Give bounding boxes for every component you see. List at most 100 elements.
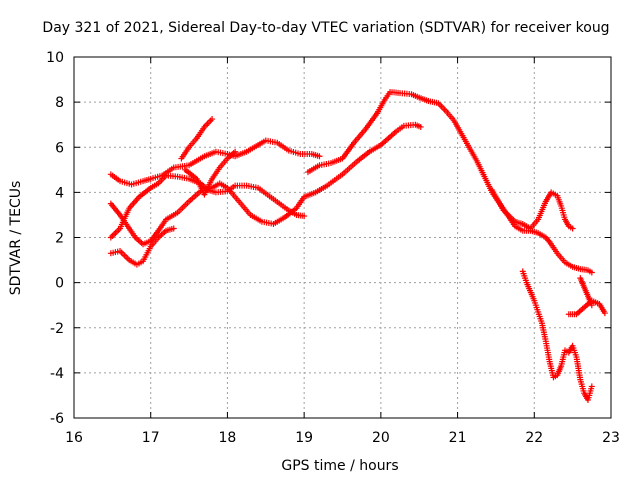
x-axis-label: GPS time / hours [281,458,398,474]
data-point [418,97,420,99]
series-track [107,225,177,268]
data-point [395,130,397,133]
data-point [522,270,524,272]
data-point [460,133,463,135]
data-point [303,215,305,217]
data-point [134,236,136,239]
chart-title: Day 321 of 2021, Sidereal Day-to-day VTE… [42,20,609,36]
data-point [427,100,430,102]
data-point [272,223,275,225]
data-point [549,241,551,243]
data-point [157,182,159,184]
data-point [188,200,190,202]
y-tick-label: 4 [55,185,64,201]
data-point [110,236,112,239]
data-point [364,128,367,130]
data-point [295,207,298,209]
data-point [549,360,551,363]
data-point [503,209,505,212]
data-point [119,214,121,216]
data-point [311,153,313,155]
data-point [529,227,532,230]
data-point [165,230,167,232]
data-point [522,223,524,225]
data-point [150,178,152,180]
data-point [353,142,355,144]
data-point [303,196,305,198]
data-point [568,351,570,354]
data-point [598,303,601,305]
data-point [138,196,140,198]
data-point [219,182,221,184]
data-point [604,312,606,314]
data-point [246,185,248,187]
data-point [226,157,229,160]
data-point [110,173,112,175]
x-tick-label: 23 [602,430,620,446]
y-tick-label: -2 [50,321,64,337]
track-markers [565,297,608,318]
data-point [380,144,382,146]
data-point [545,236,547,239]
data-point [257,144,259,146]
data-point [315,191,317,193]
data-point [226,187,229,189]
data-point [180,157,182,160]
data-point [556,195,558,197]
data-point [556,374,558,376]
data-point [587,295,589,297]
data-point [276,142,278,144]
x-tick-label: 22 [525,430,543,446]
data-point [119,180,121,182]
data-point [176,175,179,178]
y-tick-label: 0 [55,276,64,292]
series-track [519,268,595,403]
data-point [514,221,516,223]
data-point [556,252,558,254]
data-point [357,160,359,162]
data-point [414,124,416,126]
data-point [591,304,593,306]
data-point [564,261,566,263]
data-point [234,185,236,187]
data-point [541,322,543,324]
data-point [587,399,589,401]
series-track [577,275,595,309]
data-point [307,171,309,173]
data-point [110,252,112,254]
data-point [203,126,206,128]
data-point [188,178,190,180]
data-point [572,266,574,268]
data-point [318,155,321,157]
data-point [330,162,332,164]
data-point [568,225,570,227]
data-point [127,225,129,227]
data-point [587,269,589,271]
data-point [234,196,236,198]
y-tick-label: -4 [50,366,64,382]
data-point [165,174,167,177]
data-point [284,216,286,218]
y-tick-label: 10 [46,50,64,66]
y-tick-label: 8 [55,95,64,111]
x-tick-label: 20 [372,430,390,446]
x-tick-label: 19 [295,430,313,446]
series-track [107,137,323,188]
track-markers [304,88,595,276]
data-point [583,286,585,288]
data-point [128,259,130,261]
data-point [211,118,213,120]
data-point [591,271,593,274]
data-point [537,218,539,221]
data-point [560,365,562,367]
data-point [376,112,378,115]
data-point [514,225,516,227]
data-point [211,187,213,189]
data-point [591,385,593,388]
data-point [522,230,524,232]
data-point [572,345,574,347]
data-point [261,221,263,223]
data-point [575,313,578,315]
data-point [150,187,152,189]
